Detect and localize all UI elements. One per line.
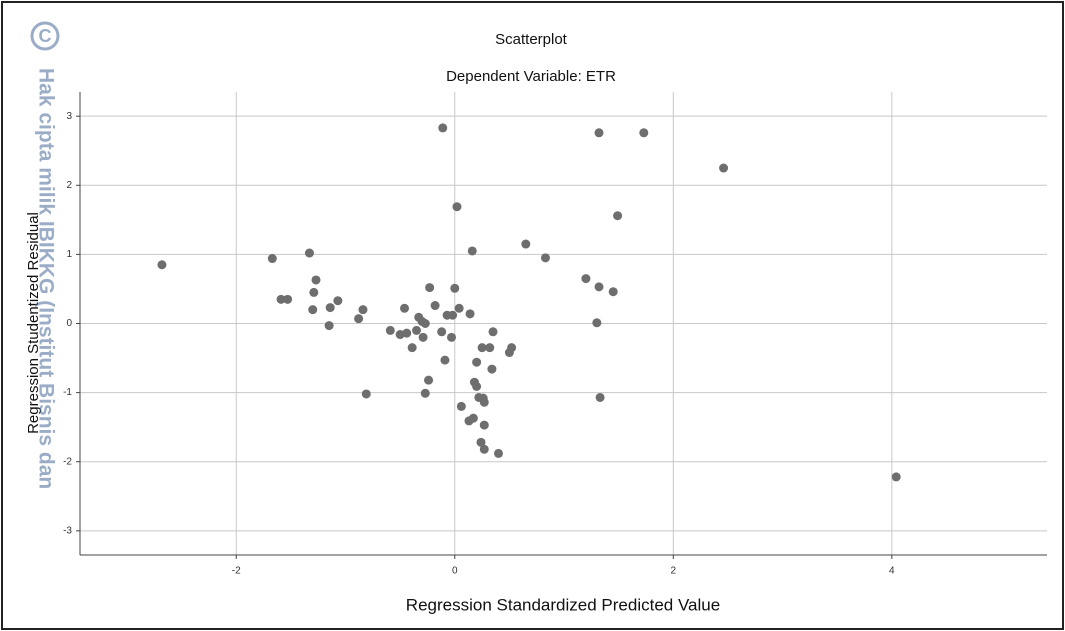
point — [488, 327, 498, 337]
point — [613, 211, 623, 221]
point — [456, 401, 466, 411]
point — [333, 296, 343, 306]
x-axis-label: Regression Standardized Predicted Value — [406, 595, 720, 614]
y-tick-label: -1 — [63, 387, 72, 398]
y-axis-label: Regression Studentized Residual — [25, 212, 42, 434]
point — [361, 389, 371, 399]
point — [476, 437, 486, 447]
x-tick-label: 0 — [452, 566, 458, 577]
point — [639, 128, 649, 138]
point — [267, 254, 277, 264]
point — [420, 319, 430, 328]
point — [521, 239, 531, 249]
point — [472, 381, 482, 391]
point — [479, 444, 489, 454]
point — [304, 248, 314, 258]
y-tick-label: -2 — [63, 456, 72, 467]
point — [407, 343, 417, 353]
chart-title: Scatterplot — [495, 31, 568, 48]
point — [595, 392, 605, 402]
point — [309, 287, 319, 297]
point — [324, 321, 334, 331]
y-tick-label: 1 — [66, 249, 72, 260]
y-tick-label: -3 — [63, 525, 72, 536]
point — [425, 283, 435, 293]
point — [472, 357, 482, 367]
point — [311, 275, 321, 285]
point — [608, 287, 618, 297]
point — [592, 318, 602, 328]
point — [400, 303, 410, 313]
watermark: C Hak cipta milik IBIKKG (Institut Bisni… — [30, 21, 60, 489]
point — [437, 327, 447, 337]
point — [308, 305, 318, 315]
x-tick-label: 4 — [889, 566, 895, 577]
point — [493, 448, 503, 458]
point — [891, 472, 901, 482]
point — [485, 343, 495, 353]
point — [440, 355, 450, 365]
point — [450, 283, 460, 293]
point — [402, 328, 412, 338]
point — [487, 364, 497, 374]
point — [467, 246, 477, 256]
y-tick-label: 0 — [66, 318, 72, 329]
point — [594, 128, 604, 138]
watermark-text: Hak cipta milik IBIKKG (Institut Bisnis … — [34, 68, 57, 489]
point — [581, 274, 591, 284]
point — [479, 420, 489, 430]
point — [452, 202, 462, 212]
point — [719, 163, 729, 173]
point — [354, 314, 364, 324]
point — [594, 282, 604, 292]
point — [468, 413, 478, 423]
y-tick-label: 3 — [66, 111, 72, 122]
x-tick-label: -2 — [232, 566, 241, 577]
point — [479, 397, 489, 407]
point — [420, 388, 430, 398]
x-tick-label: 2 — [671, 566, 677, 577]
watermark-mark: C — [39, 26, 52, 46]
point — [454, 303, 464, 313]
point — [418, 332, 428, 342]
point — [276, 294, 286, 304]
point — [157, 260, 167, 270]
point — [385, 325, 395, 335]
point — [424, 375, 434, 385]
y-tick-label: 2 — [66, 180, 72, 191]
point — [438, 123, 448, 133]
point — [358, 305, 368, 315]
point — [507, 343, 517, 353]
point — [540, 253, 550, 263]
point — [447, 332, 457, 342]
point — [465, 309, 475, 319]
point — [325, 303, 335, 313]
chart-subtitle: Dependent Variable: ETR — [446, 68, 616, 85]
point — [477, 343, 487, 353]
point — [283, 294, 293, 304]
point — [448, 310, 458, 320]
point — [412, 325, 422, 335]
watermark-circle — [30, 21, 60, 51]
point — [430, 301, 440, 311]
